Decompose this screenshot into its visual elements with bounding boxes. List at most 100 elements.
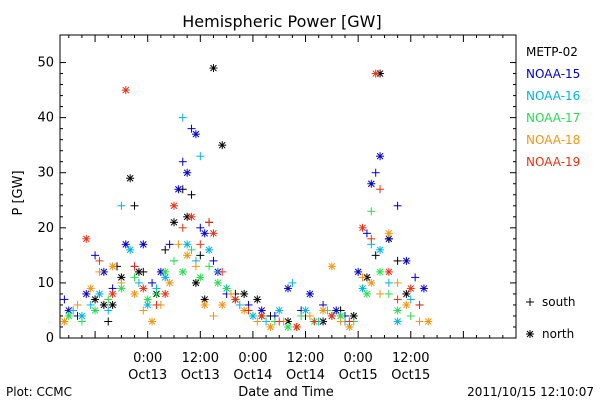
data-point-south [139,267,148,276]
data-point-north [402,256,411,265]
data-point-south [196,240,205,249]
data-point-south [393,201,402,210]
y-axis-label: P [GW] [11,170,26,215]
marker-legend-label: south [542,295,576,309]
data-point-north [240,289,249,298]
data-point-south [187,245,196,254]
data-point-north [327,311,336,320]
data-point-north [213,278,222,287]
data-point-north [257,311,266,320]
plot-points [60,64,433,331]
data-point-south [117,201,126,210]
data-point-north [174,185,183,194]
data-point-north [86,284,95,293]
data-point-south [196,152,205,161]
data-point-north [121,86,130,95]
data-point-north [161,289,170,298]
data-point-north [205,245,214,254]
data-point-north [170,218,178,227]
data-point-south [393,295,402,304]
data-point-north [178,267,187,276]
marker-legend-north: north [526,327,574,341]
data-point-south [152,289,161,298]
data-point-north [64,311,73,320]
data-point-south [161,245,170,254]
data-point-north [161,267,170,276]
data-point-south [130,201,139,210]
data-point-north [376,245,385,254]
data-point-north [108,289,117,298]
data-point-north [187,212,196,221]
data-point-north [266,322,275,331]
data-point-south [310,317,319,326]
data-point-south [178,157,187,166]
data-point-south [288,278,297,287]
data-point-south [411,273,420,282]
data-point-south [134,278,143,287]
x-tick-date-label: Oct14 [233,368,272,383]
data-point-north [130,289,139,298]
y-tick-label: 0 [46,331,54,346]
x-tick-time-label: 12:00 [182,351,219,366]
data-point-north [218,141,227,150]
data-point-north [95,289,104,298]
y-tick-label: 20 [37,221,54,236]
data-point-north [284,284,292,293]
footer-plot-credit: Plot: CCMC [6,385,72,399]
data-point-south [205,218,214,227]
data-point-south [384,289,393,298]
data-point-south [187,190,196,199]
data-point-south [95,256,104,265]
marker-legend-label: north [542,327,574,341]
data-point-north [121,240,130,249]
data-point-north [384,267,393,276]
legend-entry-noaa-17: NOAA-17 [526,111,580,125]
data-point-north [406,284,415,293]
data-point-south [152,300,161,309]
data-point-north [183,168,192,177]
data-point-south [95,267,104,276]
data-point-south [222,284,231,293]
data-point-south [336,317,345,326]
data-point-south [371,251,380,260]
data-point-north [126,245,135,254]
data-point-south [367,207,376,216]
data-point-north [367,278,376,287]
data-point-south [117,278,126,287]
data-point-north [376,267,385,276]
data-point-south [371,168,380,177]
data-point-south [235,300,244,309]
data-point-north [358,223,367,232]
x-tick-time-label: 0:00 [238,351,267,366]
x-tick-time-label: 0:00 [133,351,162,366]
data-point-south [406,295,415,304]
data-point-south [86,300,95,309]
data-point-north [384,229,393,238]
data-point-north [200,300,209,309]
data-point-north [139,240,148,249]
x-tick-time-label: 12:00 [392,351,429,366]
data-point-north [305,289,314,298]
data-point-south [227,289,235,298]
data-point-south [393,278,402,287]
x-tick-date-label: Oct14 [286,368,325,383]
data-point-south [275,317,284,326]
data-point-north [327,262,336,271]
data-point-north [91,295,100,304]
y-tick-label: 40 [37,111,54,126]
data-point-north [292,322,301,331]
data-point-south [376,289,385,298]
data-point-south [358,273,367,282]
data-point-south [104,317,113,326]
x-tick-date-label: Oct13 [128,368,167,383]
data-point-south [170,256,178,265]
data-point-north [200,229,209,238]
data-point-north [183,240,192,249]
data-point-south [91,251,100,260]
data-point-north [362,289,371,298]
data-point-north [209,229,218,238]
data-point-south [415,317,424,326]
data-point-north [248,311,257,320]
series-noaa-18 [60,229,433,331]
